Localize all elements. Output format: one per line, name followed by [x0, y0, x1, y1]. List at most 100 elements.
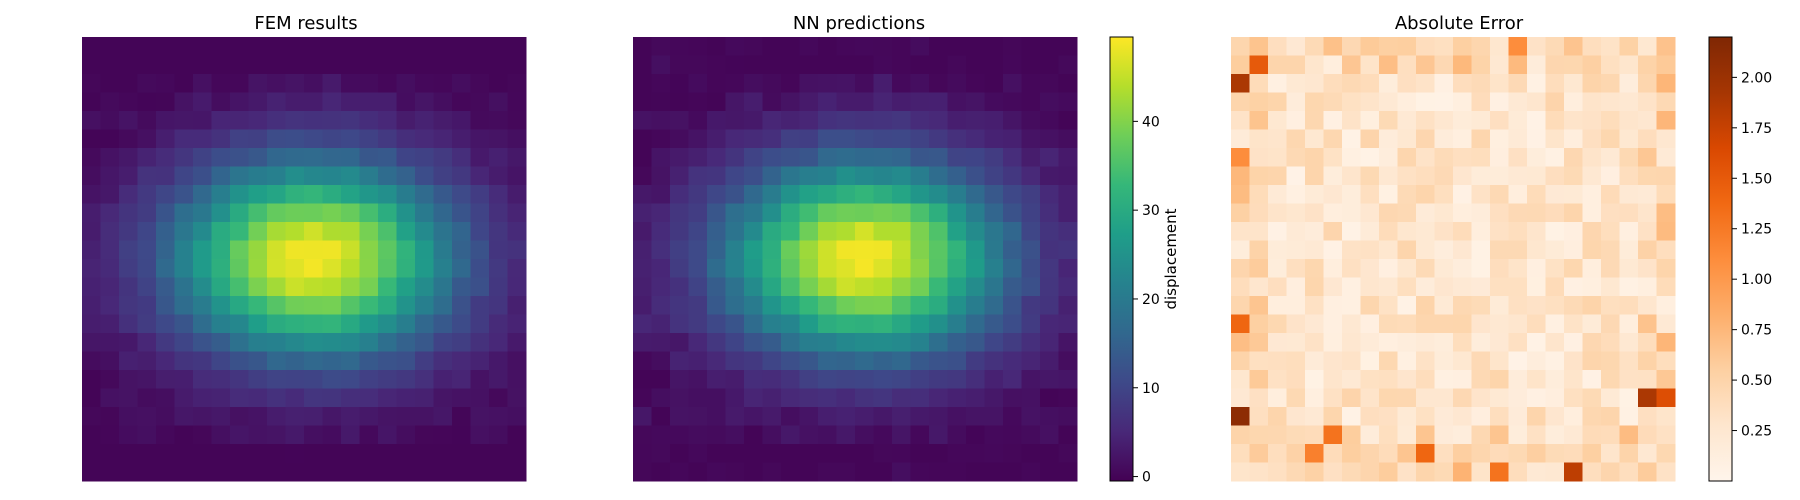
- heatmap-cell: [1527, 296, 1546, 315]
- heatmap-cell: [1490, 296, 1509, 315]
- heatmap-cell: [1657, 56, 1676, 75]
- heatmap-cell: [744, 204, 763, 223]
- heatmap-cell: [911, 426, 930, 445]
- heatmap-cell: [1490, 352, 1509, 371]
- heatmap-cell: [341, 278, 360, 297]
- heatmap-cell: [763, 463, 782, 482]
- heatmap-cell: [138, 407, 157, 426]
- heatmap-cell: [508, 185, 527, 204]
- heatmap-cell: [193, 444, 212, 463]
- heatmap-cell: [1003, 370, 1022, 389]
- heatmap-cell: [1342, 426, 1361, 445]
- heatmap-cell: [781, 111, 800, 130]
- heatmap-cell: [1509, 444, 1528, 463]
- heatmap-cell: [744, 167, 763, 186]
- heatmap-cell: [1564, 315, 1583, 334]
- heatmap-cell: [837, 93, 856, 112]
- heatmap-cell: [1250, 74, 1269, 93]
- heatmap-cell: [1435, 56, 1454, 75]
- heatmap-cell: [948, 444, 967, 463]
- heatmap-cell: [1268, 259, 1287, 278]
- heatmap-cell: [1490, 222, 1509, 241]
- heatmap-cell: [156, 278, 175, 297]
- heatmap-cell: [652, 426, 671, 445]
- heatmap-cell: [1003, 389, 1022, 408]
- heatmap-cell: [1379, 296, 1398, 315]
- heatmap-cell: [1287, 259, 1306, 278]
- heatmap-cell: [670, 74, 689, 93]
- heatmap-cell: [1250, 148, 1269, 167]
- heatmap-cell: [1231, 167, 1250, 186]
- heatmap-cell: [1638, 444, 1657, 463]
- heatmap-cell: [1305, 111, 1324, 130]
- colorbar-tick-label: 1.25: [1741, 222, 1772, 238]
- heatmap-cell: [1305, 204, 1324, 223]
- heatmap-cell: [670, 185, 689, 204]
- heatmap-cell: [156, 444, 175, 463]
- heatmap-cell: [1490, 93, 1509, 112]
- heatmap-cell: [304, 352, 323, 371]
- heatmap-cell: [341, 370, 360, 389]
- heatmap-cell: [1527, 315, 1546, 334]
- heatmap-cell: [633, 167, 652, 186]
- heatmap-cell: [1638, 93, 1657, 112]
- heatmap-cell: [175, 444, 194, 463]
- heatmap-cell: [800, 352, 819, 371]
- heatmap-cell: [119, 148, 138, 167]
- heatmap-cell: [1398, 148, 1417, 167]
- heatmap-cell: [1638, 204, 1657, 223]
- heatmap-cell: [1583, 167, 1602, 186]
- heatmap-cell: [1361, 296, 1380, 315]
- heatmap-cell: [874, 37, 893, 56]
- heatmap-cell: [489, 148, 508, 167]
- heatmap-cell: [1638, 259, 1657, 278]
- heatmap-cell: [323, 204, 342, 223]
- heatmap-cell: [193, 370, 212, 389]
- heatmap-cell: [1453, 278, 1472, 297]
- heatmap-cell: [101, 148, 120, 167]
- heatmap-cell: [800, 167, 819, 186]
- heatmap-cell: [323, 444, 342, 463]
- heatmap-cell: [193, 463, 212, 482]
- heatmap-cell: [874, 93, 893, 112]
- heatmap-cell: [82, 463, 101, 482]
- heatmap-cell: [1435, 296, 1454, 315]
- heatmap-cell: [1305, 296, 1324, 315]
- heatmap-cell: [1546, 444, 1565, 463]
- heatmap-cell: [119, 389, 138, 408]
- heatmap-cell: [193, 167, 212, 186]
- heatmap-cell: [837, 130, 856, 149]
- heatmap-cell: [1453, 241, 1472, 260]
- heatmap-cell: [763, 407, 782, 426]
- heatmap-cell: [1490, 389, 1509, 408]
- heatmap-cell: [1472, 93, 1491, 112]
- heatmap-cell: [652, 167, 671, 186]
- heatmap-cell: [230, 130, 249, 149]
- heatmap-cell: [1040, 130, 1059, 149]
- heatmap-cell: [323, 148, 342, 167]
- heatmap-cell: [1268, 352, 1287, 371]
- heatmap-cell: [1564, 74, 1583, 93]
- heatmap-cell: [1059, 389, 1078, 408]
- heatmap-cell: [1040, 185, 1059, 204]
- heatmap-cell: [1509, 315, 1528, 334]
- heatmap-cell: [341, 352, 360, 371]
- heatmap-cell: [1564, 204, 1583, 223]
- heatmap-cell: [1268, 315, 1287, 334]
- heatmap-cell: [434, 148, 453, 167]
- heatmap-cell: [633, 241, 652, 260]
- heatmap-cell: [1342, 93, 1361, 112]
- heatmap-cell: [212, 444, 231, 463]
- heatmap-cell: [855, 407, 874, 426]
- heatmap-cell: [837, 222, 856, 241]
- heatmap-cell: [341, 148, 360, 167]
- heatmap-cell: [633, 222, 652, 241]
- heatmap-cell: [286, 111, 305, 130]
- heatmap-cell: [378, 352, 397, 371]
- heatmap-cell: [138, 370, 157, 389]
- heatmap-cell: [193, 389, 212, 408]
- heatmap-cell: [670, 204, 689, 223]
- heatmap-cell: [1527, 259, 1546, 278]
- heatmap-cell: [911, 241, 930, 260]
- heatmap-cell: [397, 111, 416, 130]
